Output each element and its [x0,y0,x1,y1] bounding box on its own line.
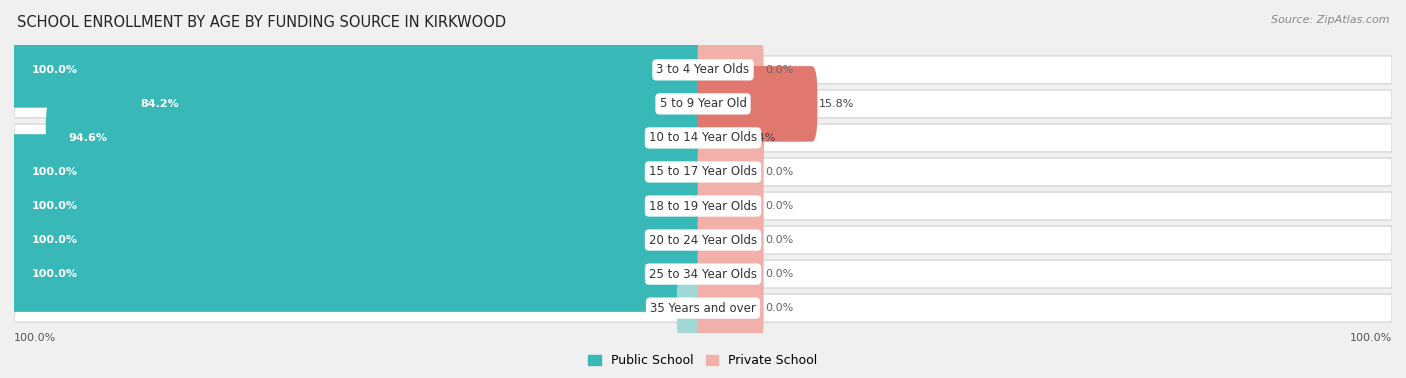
Text: 35 Years and over: 35 Years and over [650,302,756,314]
FancyBboxPatch shape [697,66,817,142]
FancyBboxPatch shape [14,56,1392,84]
FancyBboxPatch shape [8,168,709,244]
Text: 100.0%: 100.0% [31,167,77,177]
Text: 100.0%: 100.0% [31,269,77,279]
Text: 3 to 4 Year Olds: 3 to 4 Year Olds [657,64,749,76]
Text: 0.0%: 0.0% [765,235,793,245]
Legend: Public School, Private School: Public School, Private School [583,349,823,372]
FancyBboxPatch shape [697,202,763,278]
Text: 0.0%: 0.0% [765,167,793,177]
FancyBboxPatch shape [8,202,709,278]
Text: 0.0%: 0.0% [765,201,793,211]
Text: 25 to 34 Year Olds: 25 to 34 Year Olds [650,268,756,280]
FancyBboxPatch shape [697,236,763,312]
FancyBboxPatch shape [676,270,709,346]
Text: 18 to 19 Year Olds: 18 to 19 Year Olds [650,200,756,212]
FancyBboxPatch shape [14,192,1392,220]
FancyBboxPatch shape [14,294,1392,322]
Text: 20 to 24 Year Olds: 20 to 24 Year Olds [650,234,756,246]
FancyBboxPatch shape [14,90,1392,118]
FancyBboxPatch shape [14,260,1392,288]
FancyBboxPatch shape [697,168,763,244]
Text: Source: ZipAtlas.com: Source: ZipAtlas.com [1271,15,1389,25]
FancyBboxPatch shape [14,124,1392,152]
FancyBboxPatch shape [8,134,709,210]
Text: 0.0%: 0.0% [651,303,679,313]
FancyBboxPatch shape [14,158,1392,186]
Text: 5 to 9 Year Old: 5 to 9 Year Old [659,98,747,110]
FancyBboxPatch shape [697,134,763,210]
FancyBboxPatch shape [46,100,709,176]
Text: 0.0%: 0.0% [765,65,793,75]
FancyBboxPatch shape [697,100,763,176]
Text: 100.0%: 100.0% [31,65,77,75]
Text: 10 to 14 Year Olds: 10 to 14 Year Olds [650,132,756,144]
Text: 5.4%: 5.4% [747,133,776,143]
Text: 94.6%: 94.6% [69,133,107,143]
Text: 100.0%: 100.0% [1350,333,1392,342]
Text: 100.0%: 100.0% [31,201,77,211]
FancyBboxPatch shape [697,270,763,346]
Text: 15.8%: 15.8% [818,99,853,109]
Text: 84.2%: 84.2% [141,99,179,109]
Text: 100.0%: 100.0% [31,235,77,245]
FancyBboxPatch shape [117,66,709,142]
FancyBboxPatch shape [14,226,1392,254]
FancyBboxPatch shape [697,32,763,108]
FancyBboxPatch shape [8,32,709,108]
Text: 15 to 17 Year Olds: 15 to 17 Year Olds [650,166,756,178]
Text: 0.0%: 0.0% [765,303,793,313]
Text: 0.0%: 0.0% [765,269,793,279]
FancyBboxPatch shape [8,236,709,312]
Text: SCHOOL ENROLLMENT BY AGE BY FUNDING SOURCE IN KIRKWOOD: SCHOOL ENROLLMENT BY AGE BY FUNDING SOUR… [17,15,506,30]
Text: 100.0%: 100.0% [14,333,56,342]
